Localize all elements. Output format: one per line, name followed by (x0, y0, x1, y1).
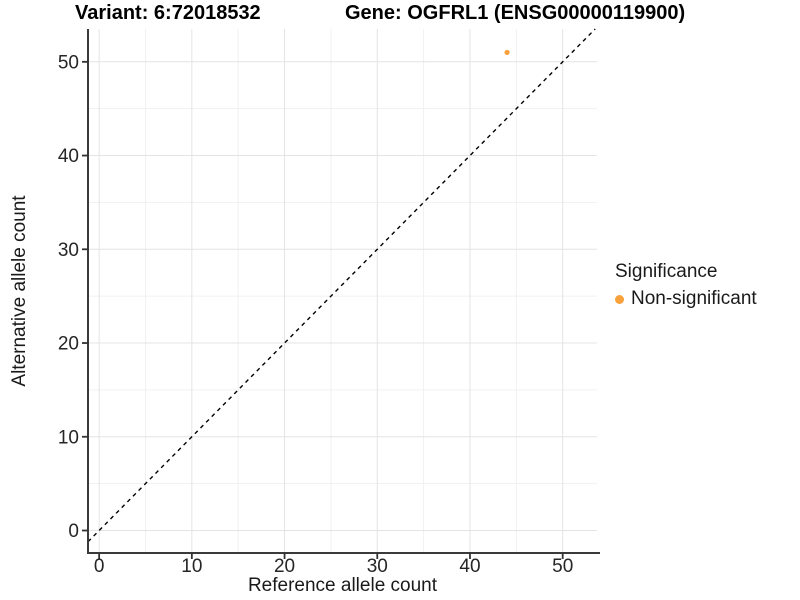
y-tick-label: 30 (58, 240, 79, 261)
x-tick-label: 30 (367, 556, 388, 577)
legend: Significance Non-significant (615, 261, 757, 310)
legend-point-swatch (615, 294, 624, 304)
y-tick-label: 20 (58, 334, 79, 355)
plot-title-variant: Variant: 6:72018532 (75, 2, 261, 24)
x-tick-label: 10 (181, 556, 202, 577)
legend-item-non-significant: Non-significant (615, 288, 757, 310)
y-tick-label: 40 (58, 146, 79, 167)
y-tick-label: 50 (58, 52, 79, 73)
x-tick-label: 0 (94, 556, 105, 577)
x-tick-label: 40 (459, 556, 480, 577)
legend-title: Significance (615, 261, 718, 282)
legend-item-label: Non-significant (631, 288, 757, 309)
x-tick-label: 20 (274, 556, 295, 577)
y-tick-label: 0 (68, 521, 79, 542)
identity-line (87, 28, 596, 543)
x-axis-title: Reference allele count (247, 575, 438, 596)
x-tick-label: 50 (552, 556, 573, 577)
y-tick-label: 10 (58, 427, 79, 448)
plot-title-gene: Gene: OGFRL1 (ENSG00000119900) (345, 2, 686, 24)
data-point (504, 49, 510, 56)
